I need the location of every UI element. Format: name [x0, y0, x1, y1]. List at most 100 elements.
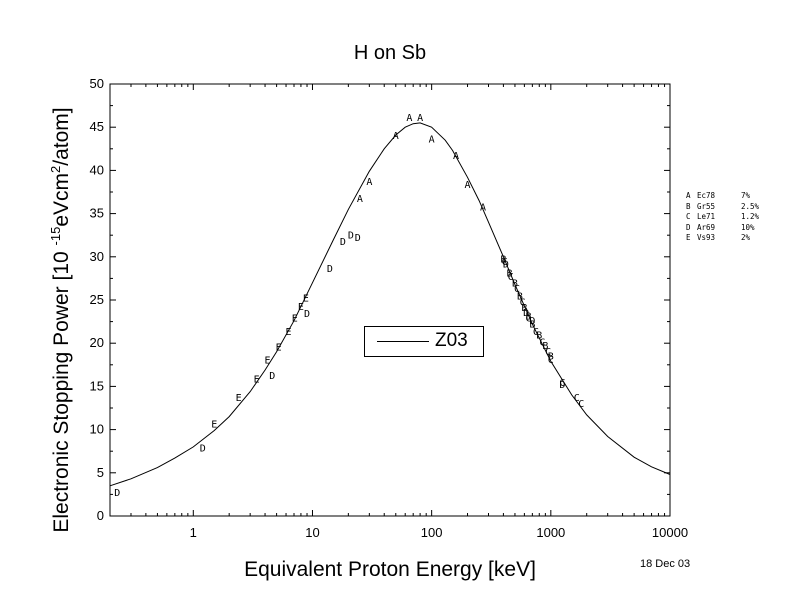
data-point-d: D: [348, 230, 354, 241]
x-tick-label: 10: [305, 525, 319, 540]
data-point-a: A: [480, 203, 486, 214]
reference-row: C Le71 1.2%: [686, 212, 759, 223]
reference-name: Ar69: [697, 222, 716, 232]
data-point-c: C: [502, 257, 508, 268]
reference-letter: C: [686, 212, 691, 221]
reference-name: Ec78: [697, 191, 716, 200]
reference-name: Gr55: [697, 201, 716, 211]
y-axis-label-part1: Electronic Stopping Power [10: [50, 245, 73, 532]
y-tick-label: 10: [90, 422, 104, 437]
y-tick-label: 50: [90, 76, 104, 91]
x-tick-label: 1: [190, 525, 197, 540]
data-point-d: D: [340, 237, 346, 248]
data-point-c: C: [520, 298, 526, 309]
data-point-d: D: [523, 308, 529, 319]
data-point-b: B: [517, 292, 523, 303]
x-tick-label: 10000: [652, 525, 688, 540]
reference-error: 7%: [741, 191, 751, 200]
y-tick-label: 20: [90, 335, 104, 350]
reference-row: B Gr55 2.5%: [686, 202, 759, 213]
data-point-b: B: [500, 255, 506, 266]
data-point-b: B: [542, 341, 548, 352]
reference-name: Le71: [697, 212, 716, 221]
reference-letter: D: [686, 222, 691, 232]
y-tick-label: 25: [90, 292, 104, 307]
reference-error: 10%: [741, 222, 755, 232]
data-point-a: A: [406, 113, 412, 124]
data-point-c: C: [539, 337, 545, 348]
data-point-c: C: [508, 272, 514, 283]
legend-label: Z03: [435, 330, 468, 351]
data-point-c: C: [574, 393, 580, 404]
data-point-a: A: [357, 194, 363, 205]
y-axis-label-group: Electronic Stopping Power [10 -15eVcm2/a…: [48, 107, 73, 532]
data-point-b: B: [536, 331, 542, 342]
y-axis-label-part2: eVcm: [50, 173, 73, 227]
reference-letter: A: [686, 191, 691, 200]
data-point-c: C: [548, 355, 554, 366]
data-point-d: D: [200, 444, 206, 455]
data-point-d: D: [114, 488, 120, 499]
plot-frame: [109, 83, 671, 517]
data-point-e: E: [236, 393, 242, 404]
reference-row: D Ar69 10%: [686, 223, 759, 234]
data-point-e: E: [211, 420, 217, 431]
data-point-b: B: [526, 312, 532, 323]
y-tick-label: 5: [97, 465, 104, 480]
data-point-d: D: [327, 264, 333, 275]
x-tick-label: 1000: [536, 525, 565, 540]
data-point-b: B: [512, 279, 518, 290]
y-tick-label: 15: [90, 378, 104, 393]
y-tick-label: 40: [90, 162, 104, 177]
y-axis-label-sup2: 2: [48, 166, 63, 173]
data-point-d: D: [304, 309, 310, 320]
legend-line-sample: [377, 341, 429, 342]
reference-error: 2.5%: [741, 201, 760, 211]
data-point-e: E: [265, 356, 271, 367]
y-tick-label: 30: [90, 249, 104, 264]
date-stamp: 18 Dec 03: [640, 558, 691, 570]
axes: 0 5 10 15 20 25 30 35 40 45 50 1 10 100 1000 10000: [90, 76, 689, 540]
data-point-d: D: [503, 260, 509, 271]
data-point-e: E: [298, 302, 304, 313]
reference-row: E Vs93 2%: [686, 233, 759, 244]
data-point-e: E: [276, 343, 282, 354]
data-point-d: D: [529, 316, 535, 327]
data-point-b: B: [521, 303, 527, 314]
y-tick-label: 45: [90, 119, 104, 134]
data-point-c: C: [545, 347, 551, 358]
reference-row: A Ec78 7%: [686, 191, 759, 202]
z03-curve: [109, 122, 671, 487]
reference-name: Vs93: [697, 233, 716, 242]
data-point-b: B: [506, 268, 512, 279]
data-point-c: C: [526, 313, 532, 324]
data-point-c: C: [533, 327, 539, 338]
data-point-d: D: [355, 233, 361, 244]
data-point-b: B: [548, 351, 554, 362]
data-point-a: A: [417, 113, 423, 124]
data-point-a: A: [465, 180, 471, 191]
x-tick-label: 100: [421, 525, 443, 540]
data-point-a: A: [366, 177, 372, 188]
y-axis-label: Electronic Stopping Power [10 -15eVcm2/a…: [48, 107, 73, 532]
data-point-e: E: [292, 313, 298, 324]
data-point-c: C: [514, 284, 520, 295]
data-point-a: A: [429, 134, 435, 145]
data-point-b: B: [529, 319, 535, 330]
data-point-d: D: [269, 371, 275, 382]
data-point-a: A: [393, 131, 399, 142]
data-point-e: E: [254, 375, 260, 386]
legend: Z03: [364, 326, 484, 357]
data-point-c: C: [559, 378, 565, 389]
reference-error: 2%: [741, 233, 751, 242]
reference-letter: B: [686, 201, 691, 211]
y-tick-label: 0: [97, 508, 104, 523]
reference-error: 1.2%: [741, 212, 760, 221]
reference-list: A Ec78 7% B Gr55 2.5% C Le71 1.2% D Ar69 10% E Vs…: [686, 191, 759, 244]
y-axis-label-sup1: -15: [48, 227, 63, 246]
reference-letter: E: [686, 233, 691, 242]
x-axis-label: Equivalent Proton Energy [keV]: [244, 558, 536, 581]
y-axis-label-part3: /atom]: [50, 107, 73, 165]
data-point-d: D: [559, 380, 565, 391]
